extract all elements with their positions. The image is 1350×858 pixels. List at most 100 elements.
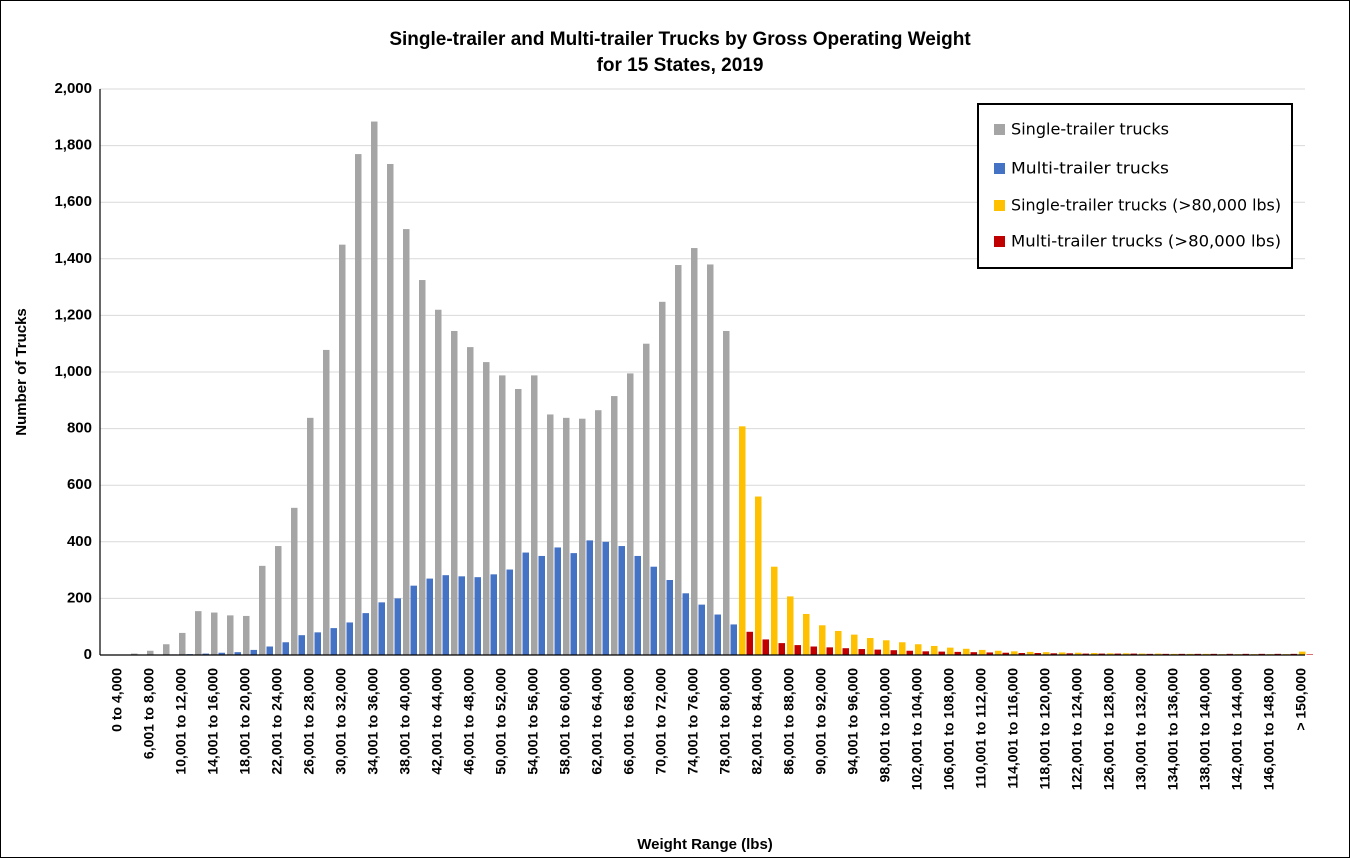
y-tick-label: 1,200 (54, 306, 92, 323)
bar (1027, 651, 1034, 655)
y-axis-label: Number of Trucks (13, 308, 30, 436)
x-tick-label: 98,001 to 100,000 (877, 668, 893, 783)
x-tick-label: 102,001 to 104,000 (909, 668, 925, 790)
legend-swatch (994, 236, 1005, 247)
bar (634, 555, 641, 655)
legend-label: Single-trailer trucks (1011, 120, 1169, 139)
bar (163, 644, 170, 655)
bar (499, 375, 506, 655)
legend-box (977, 103, 1293, 269)
x-tick-label: > 150,000 (1293, 668, 1309, 731)
bar (819, 625, 826, 655)
bar (282, 642, 289, 655)
bar (906, 650, 913, 655)
x-tick-label: 130,001 to 132,000 (1133, 668, 1149, 790)
x-tick-label: 54,001 to 56,000 (525, 668, 541, 775)
x-tick-label: 110,001 to 112,000 (973, 668, 989, 789)
x-tick-label: 26,001 to 28,000 (301, 668, 317, 775)
bar (275, 546, 282, 655)
x-tick-label: 90,001 to 92,000 (813, 668, 829, 775)
bar (1034, 653, 1041, 655)
bar (538, 555, 545, 655)
bar (1091, 653, 1098, 655)
bar (371, 121, 378, 656)
bar (643, 343, 650, 655)
bar (675, 265, 682, 655)
x-tick-label: 38,001 to 40,000 (397, 668, 413, 775)
bar (330, 628, 337, 655)
bar (602, 541, 609, 655)
bar (762, 639, 769, 655)
y-tick-label: 1,800 (54, 137, 92, 154)
legend-label: Single-trailer trucks (>80,000 lbs) (1011, 196, 1281, 215)
bar (890, 650, 897, 655)
y-tick-label: 0 (84, 646, 92, 663)
bar (1098, 653, 1105, 655)
bar (531, 375, 538, 655)
bar (243, 615, 250, 655)
x-tick-label: 106,001 to 108,000 (941, 668, 957, 790)
bar (291, 507, 298, 655)
x-tick-label: 138,001 to 140,000 (1197, 668, 1213, 790)
bar (970, 652, 977, 655)
bar (227, 615, 234, 655)
bar (1066, 653, 1073, 655)
bar (586, 540, 593, 655)
bar (1139, 653, 1146, 655)
bar (1155, 653, 1162, 655)
bar (307, 417, 314, 655)
bar (1059, 652, 1066, 655)
legend-swatch (994, 124, 1005, 135)
bar (938, 651, 945, 655)
x-tick-label: 118,001 to 120,000 (1037, 668, 1053, 790)
bar (842, 648, 849, 655)
bar (995, 650, 1002, 655)
legend-swatch (994, 200, 1005, 211)
bar (346, 622, 353, 655)
bar (1082, 653, 1089, 655)
bar (659, 301, 666, 655)
bar (931, 645, 938, 655)
bar (1107, 653, 1114, 655)
bar (723, 330, 730, 655)
x-tick-label: 126,001 to 128,000 (1101, 668, 1117, 790)
bar (611, 396, 618, 655)
bar (1306, 654, 1313, 655)
y-tick-label: 400 (67, 533, 92, 550)
bar (698, 604, 705, 655)
bar (922, 651, 929, 655)
bar (899, 642, 906, 655)
x-tick-label: 18,001 to 20,000 (237, 668, 253, 775)
x-tick-label: 114,001 to 116,000 (1005, 668, 1021, 789)
bar (211, 612, 218, 655)
bar (378, 602, 385, 655)
bar (858, 649, 865, 655)
bar (627, 373, 634, 655)
y-tick-label: 800 (67, 420, 92, 437)
bar (650, 566, 657, 655)
chart-title: for 15 States, 2019 (597, 55, 764, 76)
bar (682, 593, 689, 655)
bar (691, 248, 698, 655)
bar (986, 652, 993, 655)
bar (794, 645, 801, 655)
bar (234, 652, 241, 655)
legend-label: Multi-trailer trucks (>80,000 lbs) (1011, 232, 1281, 251)
x-tick-label: 142,001 to 144,000 (1229, 668, 1245, 790)
x-tick-label: 6,001 to 8,000 (141, 668, 157, 759)
bar (570, 553, 577, 655)
bar (1043, 652, 1050, 655)
bar (458, 576, 465, 655)
legend-swatch (994, 163, 1005, 174)
bar (419, 280, 426, 655)
bar (202, 653, 209, 655)
y-tick-label: 1,400 (54, 250, 92, 267)
bar (515, 388, 522, 655)
bar (707, 264, 714, 655)
x-tick-label: 10,001 to 12,000 (173, 668, 189, 775)
x-tick-label: 14,001 to 16,000 (205, 668, 221, 775)
bar (835, 630, 842, 655)
x-tick-label: 0 to 4,000 (109, 668, 125, 732)
chart-title: Single-trailer and Multi-trailer Trucks … (389, 29, 971, 50)
